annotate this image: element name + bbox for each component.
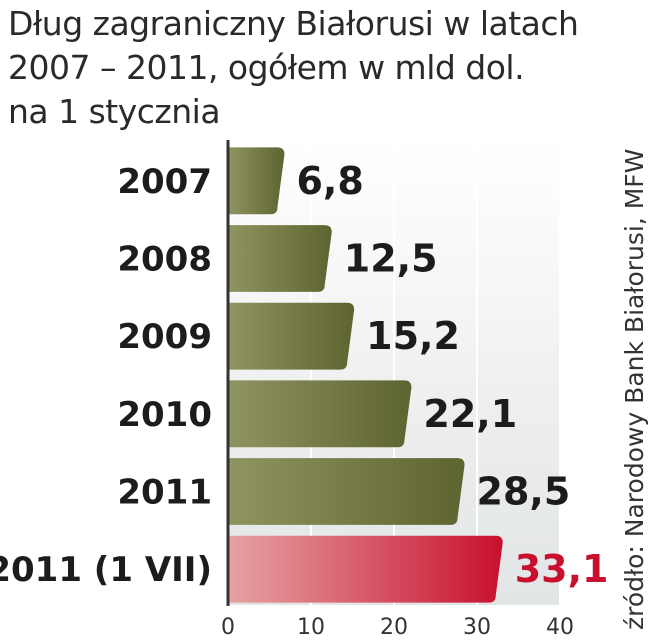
gridlines	[310, 140, 561, 606]
x-tick-label: 20	[380, 615, 408, 640]
x-tick-label: 10	[297, 615, 325, 640]
value-label: 6,8	[296, 159, 363, 203]
title-line-3: na 1 stycznia	[8, 92, 221, 131]
value-label: 28,5	[477, 470, 571, 514]
x-tick-label: 0	[221, 615, 235, 640]
title-line-1: Dług zagraniczny Białorusi w latach	[8, 4, 579, 43]
bar	[228, 147, 285, 215]
bar	[228, 380, 412, 448]
x-axis-ticks: 0 10 20 30 40	[221, 615, 574, 640]
x-tick-label: 30	[463, 615, 491, 640]
x-tick-label: 40	[546, 615, 574, 640]
category-label: 2011	[117, 473, 212, 513]
value-label: 12,5	[344, 237, 438, 281]
bar	[228, 458, 465, 525]
bar	[228, 302, 355, 370]
category-label: 2009	[117, 317, 212, 357]
category-label: 2010	[117, 395, 212, 435]
value-label: 15,2	[366, 314, 460, 358]
category-label: 2008	[117, 240, 212, 280]
chart-title: Dług zagraniczny Białorusi w latach 2007…	[8, 2, 598, 134]
category-label: 2007	[117, 162, 212, 202]
bar	[228, 225, 332, 292]
value-label: 33,1	[515, 547, 609, 591]
bar	[228, 535, 503, 603]
value-label: 22,1	[423, 392, 517, 436]
category-label: 2011 (1 VII)	[0, 550, 212, 590]
bars: 2007 6,8 2008 12,5 2009 15,2 2010 22,1 2011 28,5 2…	[0, 147, 609, 603]
title-line-2: 2007 – 2011, ogółem w mld dol.	[8, 48, 525, 87]
